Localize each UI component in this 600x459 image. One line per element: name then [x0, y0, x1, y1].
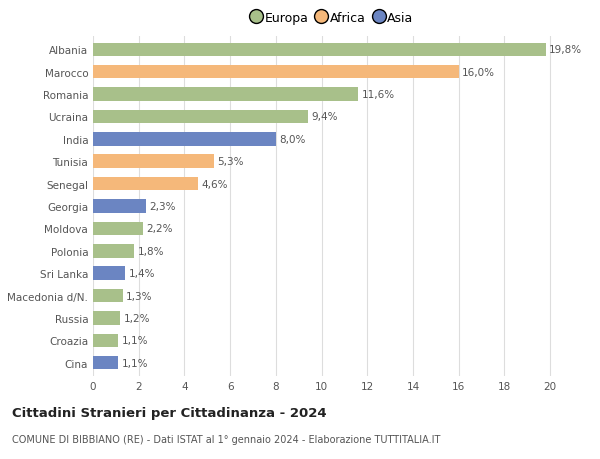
- Bar: [93, 133, 276, 146]
- Bar: [93, 267, 125, 280]
- Text: 9,4%: 9,4%: [311, 112, 338, 122]
- Text: 1,1%: 1,1%: [122, 358, 148, 368]
- Bar: [93, 155, 214, 168]
- Text: 16,0%: 16,0%: [462, 67, 495, 78]
- Bar: [93, 88, 358, 101]
- Bar: [93, 178, 198, 191]
- Legend: Europa, Africa, Asia: Europa, Africa, Asia: [251, 9, 415, 27]
- Text: 1,3%: 1,3%: [126, 291, 152, 301]
- Bar: [93, 222, 143, 235]
- Text: 1,4%: 1,4%: [128, 269, 155, 279]
- Bar: [93, 200, 146, 213]
- Bar: [93, 312, 121, 325]
- Text: 11,6%: 11,6%: [362, 90, 395, 100]
- Bar: [93, 356, 118, 369]
- Bar: [93, 44, 545, 57]
- Text: 2,2%: 2,2%: [147, 224, 173, 234]
- Bar: [93, 334, 118, 347]
- Text: 4,6%: 4,6%: [202, 179, 228, 189]
- Text: Cittadini Stranieri per Cittadinanza - 2024: Cittadini Stranieri per Cittadinanza - 2…: [12, 406, 326, 419]
- Text: COMUNE DI BIBBIANO (RE) - Dati ISTAT al 1° gennaio 2024 - Elaborazione TUTTITALI: COMUNE DI BIBBIANO (RE) - Dati ISTAT al …: [12, 434, 440, 444]
- Bar: [93, 289, 123, 302]
- Text: 5,3%: 5,3%: [218, 157, 244, 167]
- Text: 1,8%: 1,8%: [137, 246, 164, 256]
- Bar: [93, 111, 308, 124]
- Text: 1,2%: 1,2%: [124, 313, 151, 323]
- Text: 8,0%: 8,0%: [279, 134, 305, 145]
- Text: 19,8%: 19,8%: [549, 45, 582, 55]
- Bar: [93, 66, 459, 79]
- Bar: [93, 245, 134, 258]
- Text: 2,3%: 2,3%: [149, 202, 176, 212]
- Text: 1,1%: 1,1%: [122, 336, 148, 346]
